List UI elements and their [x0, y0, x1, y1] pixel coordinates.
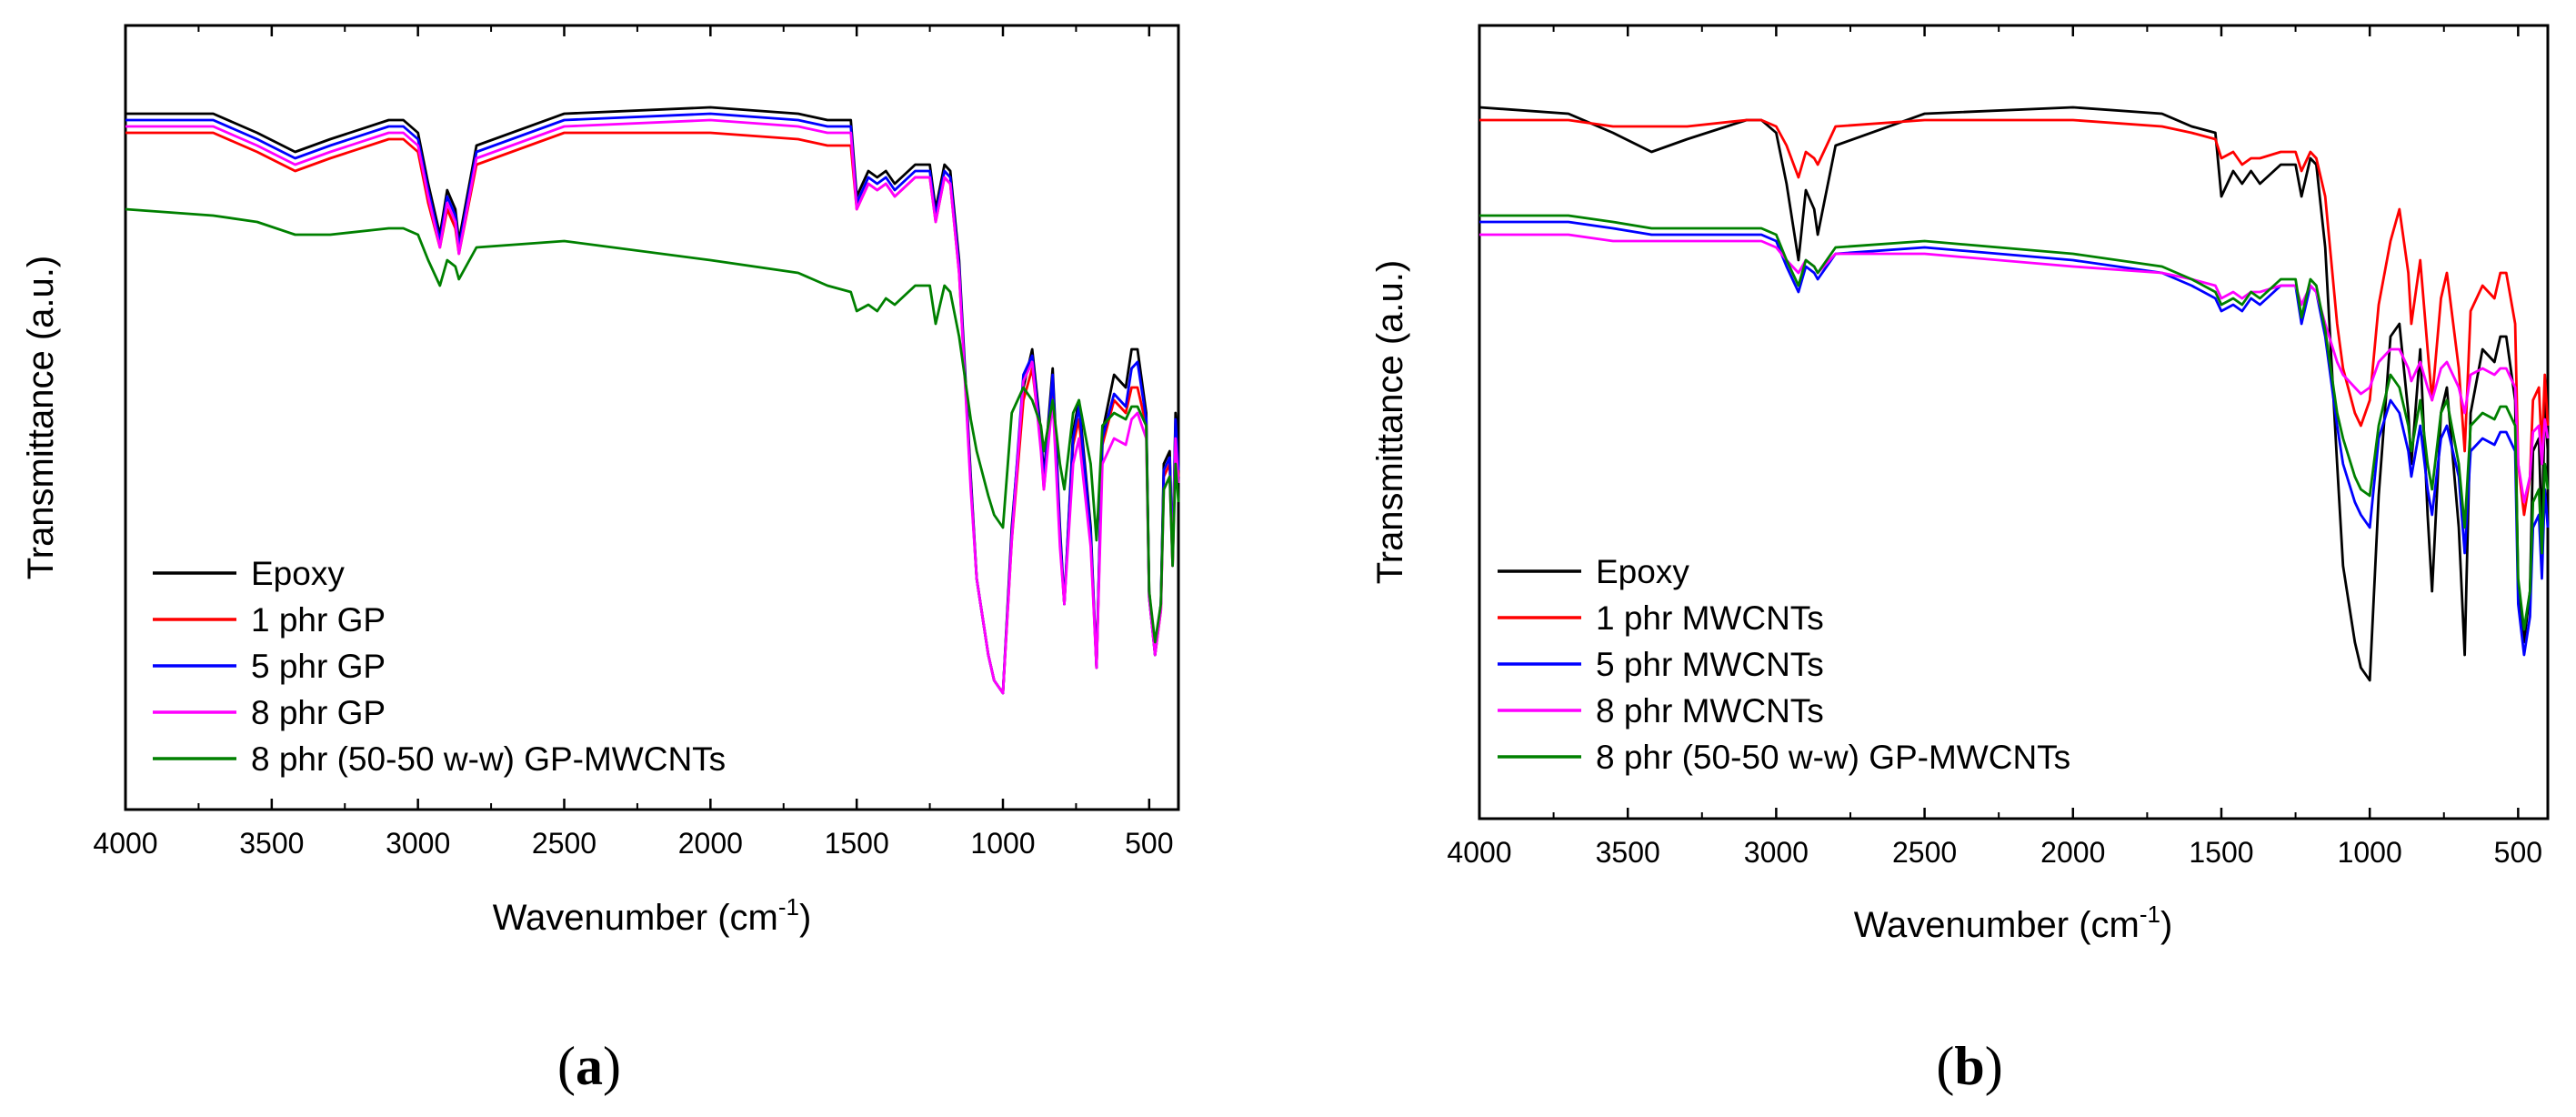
y-axis-label-a: Transmittance (a.u.) — [21, 256, 61, 579]
x-tick-label-a-2500: 2500 — [532, 827, 596, 860]
x-tick-label-a-3000: 3000 — [386, 827, 450, 860]
x-axis-label-a: Wavenumber (cm-1) — [493, 893, 812, 938]
panel-b: 4000 3500 3000 2500 2000 1500 1000 500 Epoxy 1 p… — [1370, 24, 2550, 1096]
x-axis-a: 4000 3500 3000 2500 2000 1500 1000 500 — [93, 25, 1174, 860]
x-tick-label-b-3500: 3500 — [1596, 836, 1660, 869]
series-line-b-2 — [1479, 220, 2550, 657]
series-line-b-1 — [1479, 118, 2550, 517]
panel-label-b: (b) — [1936, 1036, 2002, 1096]
x-tick-label-a-2000: 2000 — [678, 827, 743, 860]
panel-a: 4000 3500 3000 2500 2000 1500 1000 500 Epoxy 1 p… — [21, 24, 1180, 1096]
series-group-a — [125, 106, 1180, 695]
x-tick-label-a-4000: 4000 — [93, 827, 157, 860]
series-line-b-4 — [1479, 214, 2550, 631]
x-tick-label-a-3500: 3500 — [239, 827, 304, 860]
x-tick-label-a-1000: 1000 — [970, 827, 1035, 860]
x-tick-label-b-1000: 1000 — [2338, 836, 2402, 869]
legend-label-b-2: 5 phr MWCNTs — [1596, 646, 1824, 683]
x-tick-label-a-500: 500 — [1125, 827, 1173, 860]
legend-label-b-4: 8 phr (50-50 w-w) GP-MWCNTs — [1596, 739, 2070, 776]
plot-frame-a — [124, 24, 1180, 811]
legend-label-b-1: 1 phr MWCNTs — [1596, 599, 1824, 637]
series-group-b — [1478, 106, 2550, 682]
series-line-b-0 — [1478, 106, 2550, 682]
panel-label-a: (a) — [557, 1036, 621, 1096]
legend-label-a-2: 5 phr GP — [251, 648, 386, 685]
series-line-a-3 — [125, 118, 1180, 695]
legend-label-b-0: Epoxy — [1596, 553, 1689, 590]
legend-label-a-3: 8 phr GP — [251, 694, 386, 731]
x-tick-label-b-500: 500 — [2494, 836, 2542, 869]
x-axis-label-b: Wavenumber (cm-1) — [1854, 901, 2173, 945]
legend-label-b-3: 8 phr MWCNTs — [1596, 692, 1824, 730]
legend-label-a-0: Epoxy — [251, 555, 345, 592]
legend-label-a-1: 1 phr GP — [251, 601, 386, 639]
legend-label-a-4: 8 phr (50-50 w-w) GP-MWCNTs — [251, 740, 726, 778]
x-tick-label-b-3000: 3000 — [1744, 836, 1809, 869]
legend-b: Epoxy 1 phr MWCNTs 5 phr MWCNTs 8 phr MWCNT… — [1498, 553, 2070, 776]
x-axis-b: 4000 3500 3000 2500 2000 1500 1000 500 — [1447, 25, 2542, 869]
x-tick-label-b-2500: 2500 — [1892, 836, 1957, 869]
x-tick-label-b-4000: 4000 — [1447, 836, 1511, 869]
legend-a: Epoxy 1 phr GP 5 phr GP 8 phr GP 8 phr (50-5… — [153, 555, 726, 778]
y-axis-label-b: Transmittance (a.u.) — [1370, 260, 1410, 584]
x-tick-label-a-1500: 1500 — [825, 827, 889, 860]
x-tick-label-b-1500: 1500 — [2189, 836, 2253, 869]
series-line-a-4 — [125, 207, 1180, 644]
x-tick-label-b-2000: 2000 — [2040, 836, 2105, 869]
